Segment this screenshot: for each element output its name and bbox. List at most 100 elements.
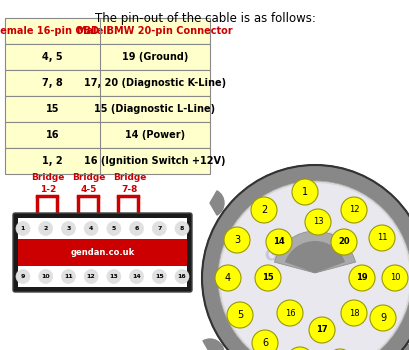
Text: 1: 1 bbox=[301, 187, 307, 197]
Text: 8: 8 bbox=[180, 226, 184, 231]
Text: 2: 2 bbox=[43, 226, 48, 231]
Circle shape bbox=[250, 197, 276, 223]
Text: 20: 20 bbox=[337, 238, 349, 246]
Circle shape bbox=[308, 317, 334, 343]
Text: GENDAN: GENDAN bbox=[262, 231, 336, 265]
Text: 13: 13 bbox=[312, 217, 323, 226]
Circle shape bbox=[223, 227, 249, 253]
Text: 6: 6 bbox=[134, 226, 138, 231]
Text: Bridge: Bridge bbox=[31, 174, 65, 182]
Circle shape bbox=[129, 270, 143, 284]
Text: Female 16-pin OBD-II: Female 16-pin OBD-II bbox=[0, 26, 110, 36]
Text: 9: 9 bbox=[379, 313, 385, 323]
Text: 5: 5 bbox=[111, 226, 116, 231]
Bar bbox=[5, 148, 209, 174]
Circle shape bbox=[252, 330, 277, 350]
Circle shape bbox=[340, 197, 366, 223]
Circle shape bbox=[107, 222, 121, 236]
Text: 14 (Power): 14 (Power) bbox=[125, 130, 184, 140]
Circle shape bbox=[107, 270, 121, 284]
Text: 1, 2: 1, 2 bbox=[42, 156, 63, 166]
Text: 2: 2 bbox=[260, 205, 267, 215]
Text: The pin-out of the cable is as follows:: The pin-out of the cable is as follows: bbox=[94, 12, 315, 25]
Text: Bridge: Bridge bbox=[113, 174, 146, 182]
Wedge shape bbox=[284, 241, 344, 273]
Text: gendan.co.uk: gendan.co.uk bbox=[70, 248, 134, 257]
Text: 7, 8: 7, 8 bbox=[42, 78, 63, 88]
Circle shape bbox=[175, 222, 189, 236]
Circle shape bbox=[175, 270, 189, 284]
Circle shape bbox=[84, 222, 98, 236]
Text: 12: 12 bbox=[348, 205, 358, 215]
Text: 10: 10 bbox=[41, 274, 50, 279]
Text: 7: 7 bbox=[157, 226, 161, 231]
Bar bbox=[18, 266, 187, 287]
Circle shape bbox=[326, 349, 352, 350]
Bar bbox=[5, 44, 209, 70]
Text: 4: 4 bbox=[225, 273, 231, 283]
Text: 19: 19 bbox=[355, 273, 367, 282]
Text: 14: 14 bbox=[132, 274, 141, 279]
Circle shape bbox=[381, 265, 407, 291]
Circle shape bbox=[220, 183, 409, 350]
Circle shape bbox=[291, 179, 317, 205]
Text: 4, 5: 4, 5 bbox=[42, 52, 63, 62]
Text: 9: 9 bbox=[21, 274, 25, 279]
FancyBboxPatch shape bbox=[13, 213, 191, 292]
Circle shape bbox=[16, 222, 30, 236]
Circle shape bbox=[214, 265, 240, 291]
Text: 16: 16 bbox=[46, 130, 59, 140]
Circle shape bbox=[129, 222, 143, 236]
Text: 11: 11 bbox=[376, 233, 387, 243]
Bar bbox=[18, 239, 187, 266]
Circle shape bbox=[340, 300, 366, 326]
Circle shape bbox=[265, 229, 291, 255]
Text: 12: 12 bbox=[87, 274, 95, 279]
Circle shape bbox=[369, 305, 395, 331]
Wedge shape bbox=[202, 339, 223, 350]
Circle shape bbox=[276, 300, 302, 326]
Circle shape bbox=[152, 270, 166, 284]
Bar bbox=[5, 70, 209, 96]
Wedge shape bbox=[274, 231, 355, 273]
Bar bbox=[18, 218, 187, 239]
Text: 11: 11 bbox=[64, 274, 73, 279]
Text: 4-5: 4-5 bbox=[81, 186, 97, 195]
Text: 3: 3 bbox=[234, 235, 240, 245]
Bar bbox=[5, 18, 209, 44]
Circle shape bbox=[38, 270, 53, 284]
Text: Bridge: Bridge bbox=[72, 174, 106, 182]
Wedge shape bbox=[209, 191, 223, 215]
Text: 15: 15 bbox=[261, 273, 273, 282]
Text: 7-8: 7-8 bbox=[121, 186, 138, 195]
Text: 19 (Ground): 19 (Ground) bbox=[121, 52, 188, 62]
Text: 18: 18 bbox=[348, 308, 358, 317]
Text: 16: 16 bbox=[284, 308, 294, 317]
Text: 17, 20 (Diagnostic K-Line): 17, 20 (Diagnostic K-Line) bbox=[84, 78, 225, 88]
Circle shape bbox=[218, 181, 409, 350]
Text: 13: 13 bbox=[109, 274, 118, 279]
Text: 3: 3 bbox=[66, 226, 70, 231]
Text: Male BMW 20-pin Connector: Male BMW 20-pin Connector bbox=[77, 26, 232, 36]
Text: 14: 14 bbox=[272, 238, 284, 246]
Text: 10: 10 bbox=[389, 273, 399, 282]
Text: 16: 16 bbox=[177, 274, 186, 279]
Circle shape bbox=[84, 270, 98, 284]
Text: 4: 4 bbox=[89, 226, 93, 231]
Circle shape bbox=[61, 270, 75, 284]
Text: 5: 5 bbox=[236, 310, 243, 320]
Circle shape bbox=[227, 302, 252, 328]
Wedge shape bbox=[397, 344, 409, 350]
Circle shape bbox=[38, 222, 53, 236]
Bar bbox=[5, 96, 209, 122]
Circle shape bbox=[254, 265, 280, 291]
Text: 15 (Diagnostic L-Line): 15 (Diagnostic L-Line) bbox=[94, 104, 215, 114]
Text: 15: 15 bbox=[46, 104, 59, 114]
Text: 1: 1 bbox=[21, 226, 25, 231]
Text: 15: 15 bbox=[155, 274, 163, 279]
Text: 16 (Ignition Switch +12V): 16 (Ignition Switch +12V) bbox=[84, 156, 225, 166]
Circle shape bbox=[330, 229, 356, 255]
Text: 17: 17 bbox=[315, 326, 327, 335]
Text: 1-2: 1-2 bbox=[40, 186, 56, 195]
Bar bbox=[5, 122, 209, 148]
